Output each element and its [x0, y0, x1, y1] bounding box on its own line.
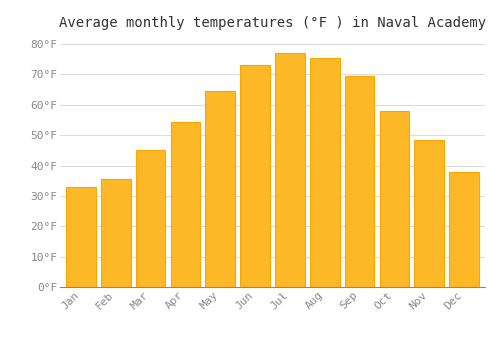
Bar — [414, 140, 444, 287]
Bar — [345, 76, 374, 287]
Bar — [380, 111, 409, 287]
Bar — [275, 53, 304, 287]
Title: Average monthly temperatures (°F ) in Naval Academy: Average monthly temperatures (°F ) in Na… — [59, 16, 486, 30]
Bar — [206, 91, 235, 287]
Bar — [101, 179, 130, 287]
Bar — [450, 172, 479, 287]
Bar — [136, 150, 166, 287]
Bar — [170, 121, 200, 287]
Bar — [310, 58, 340, 287]
Bar — [240, 65, 270, 287]
Bar — [66, 187, 96, 287]
